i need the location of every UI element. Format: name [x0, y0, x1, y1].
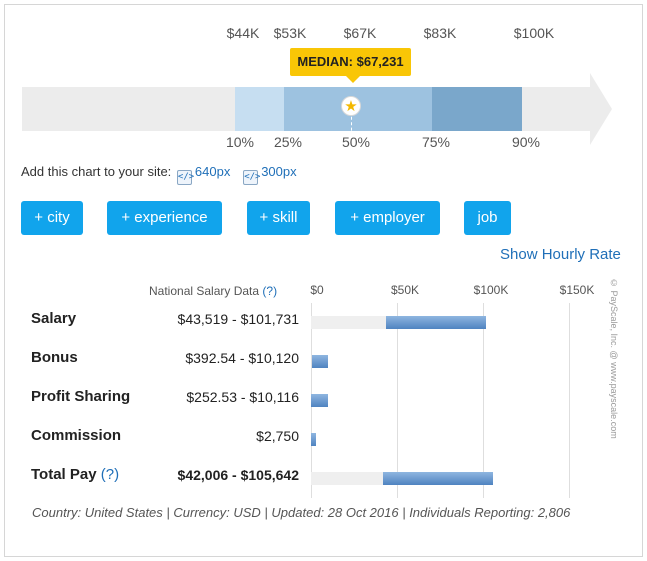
gridline: [569, 303, 570, 498]
median-tag: MEDIAN: $67,231: [290, 48, 411, 83]
row-value: $392.54 - $10,120: [185, 350, 299, 366]
percentile-label-75: 75%: [421, 134, 451, 150]
percentile-value-50: $67K: [343, 25, 377, 41]
add-experience-button[interactable]: + experience: [107, 201, 222, 235]
embed-300-link[interactable]: 300px: [261, 164, 297, 179]
percentile-value-75: $83K: [423, 25, 457, 41]
row-value: $43,519 - $101,731: [177, 311, 299, 327]
range-bar: [311, 433, 316, 446]
row-label-text: Commission: [31, 427, 122, 444]
add-city-button[interactable]: + city: [21, 201, 83, 235]
footer-info: Country: United States | Currency: USD |…: [32, 505, 571, 520]
x-tick-label: $50K: [390, 283, 420, 297]
row-value: $2,750: [256, 428, 299, 444]
star-icon: ★: [341, 96, 361, 116]
x-tick-label: $150K: [559, 283, 595, 297]
row-label: Commission: [31, 427, 121, 444]
percentile-band-10-25: [235, 87, 284, 131]
percentile-value-25: $53K: [273, 25, 307, 41]
row-label: Total Pay (?): [31, 466, 119, 483]
row-label: Salary: [31, 310, 76, 327]
row-label-text: Total Pay: [31, 466, 97, 483]
embed-label: Add this chart to your site:: [21, 164, 172, 179]
job-button[interactable]: job: [464, 201, 511, 235]
show-hourly-rate-link[interactable]: Show Hourly Rate: [500, 246, 621, 263]
gridline: [483, 303, 484, 498]
row-help[interactable]: (?): [100, 466, 120, 483]
national-salary-header: National Salary Data (?): [149, 284, 277, 298]
range-background: [311, 316, 386, 329]
embed-code-icon: </>: [243, 170, 260, 185]
national-salary-header-label: National Salary Data: [149, 284, 260, 298]
x-tick-label: $0: [310, 283, 324, 297]
copyright-notice: © PayScale, Inc. @ www.payscale.com: [609, 278, 619, 439]
row-value: $252.53 - $10,116: [186, 389, 299, 405]
embed-640-link[interactable]: 640px: [194, 164, 231, 179]
percentile-arrowhead: [590, 73, 612, 145]
range-bar: [385, 316, 486, 329]
range-bar: [383, 472, 493, 485]
row-label-text: Profit Sharing: [31, 388, 131, 405]
row-value: $42,006 - $105,642: [177, 467, 299, 483]
x-tick-label: $100K: [473, 283, 509, 297]
row-label: Profit Sharing: [31, 388, 130, 405]
percentile-value-10: $44K: [226, 25, 260, 41]
embed-chart-row: Add this chart to your site: </>640px </…: [21, 164, 297, 185]
add-skill-button[interactable]: + skill: [247, 201, 310, 235]
percentile-label-50: 50%: [341, 134, 371, 150]
percentile-label-90: 90%: [511, 134, 541, 150]
range-background: [311, 472, 384, 485]
percentile-value-90: $100K: [513, 25, 555, 41]
embed-code-icon: </>: [176, 170, 194, 185]
range-bar: [311, 394, 329, 407]
add-employer-button[interactable]: + employer: [335, 201, 440, 235]
percentile-label-25: 25%: [273, 134, 303, 150]
percentile-label-10: 10%: [225, 134, 255, 150]
range-bar: [311, 355, 329, 368]
national-salary-help[interactable]: (?): [262, 284, 278, 298]
median-marker-line: [351, 106, 352, 136]
percentile-band-75-90: [432, 87, 522, 131]
row-label: Bonus: [31, 349, 78, 366]
gridline: [397, 303, 398, 498]
row-label-text: Salary: [31, 310, 77, 327]
row-label-text: Bonus: [31, 349, 78, 366]
